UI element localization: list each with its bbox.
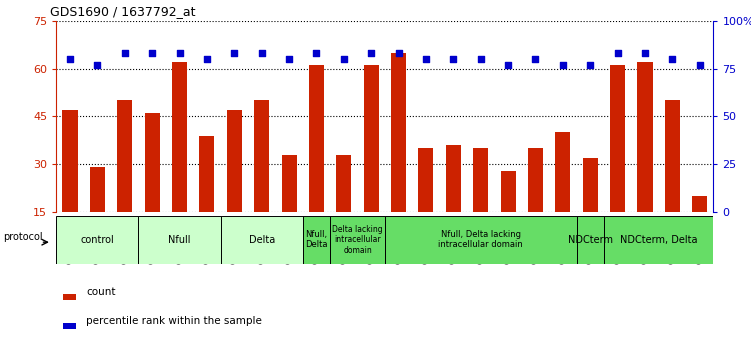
Bar — [303, 216, 330, 264]
Text: GDS1690 / 1637792_at: GDS1690 / 1637792_at — [50, 5, 195, 18]
Point — [420, 56, 432, 62]
Point — [694, 63, 706, 68]
Point — [502, 63, 514, 68]
Bar — [221, 216, 303, 264]
Bar — [117, 100, 132, 260]
Text: count: count — [86, 287, 116, 296]
Bar — [254, 100, 269, 260]
Point — [92, 63, 104, 68]
Bar — [583, 158, 598, 260]
Bar — [391, 53, 406, 260]
Point — [393, 50, 405, 55]
Point — [228, 50, 240, 55]
Point — [173, 50, 185, 55]
Bar — [63, 294, 76, 299]
Bar — [62, 110, 77, 260]
Bar — [473, 148, 488, 260]
Text: Nfull,
Delta: Nfull, Delta — [305, 230, 327, 249]
Bar — [692, 196, 707, 260]
Bar — [199, 136, 215, 260]
Point — [584, 63, 596, 68]
Bar — [638, 62, 653, 260]
Point — [201, 56, 213, 62]
Text: percentile rank within the sample: percentile rank within the sample — [86, 316, 262, 326]
Bar — [138, 216, 221, 264]
Point — [448, 56, 460, 62]
Bar — [418, 148, 433, 260]
Point — [611, 50, 623, 55]
Text: Delta: Delta — [249, 235, 275, 245]
Point — [639, 50, 651, 55]
Point — [283, 56, 295, 62]
Text: Nfull, Delta lacking
intracellular domain: Nfull, Delta lacking intracellular domai… — [439, 230, 523, 249]
Bar — [330, 216, 385, 264]
Point — [119, 50, 131, 55]
Bar — [63, 323, 76, 329]
Bar — [665, 100, 680, 260]
Bar — [227, 110, 242, 260]
Text: NDCterm, Delta: NDCterm, Delta — [620, 235, 698, 245]
Bar — [90, 168, 105, 260]
Bar — [446, 145, 461, 260]
Text: Delta lacking
intracellular
domain: Delta lacking intracellular domain — [332, 225, 383, 255]
Text: NDCterm: NDCterm — [568, 235, 613, 245]
Bar — [172, 62, 187, 260]
Text: Nfull: Nfull — [168, 235, 191, 245]
Text: protocol: protocol — [3, 233, 43, 242]
Bar — [501, 171, 516, 260]
Bar — [145, 113, 160, 260]
Text: control: control — [80, 235, 114, 245]
Point — [146, 50, 158, 55]
Point — [556, 63, 569, 68]
Bar — [282, 155, 297, 260]
Point — [255, 50, 267, 55]
Bar — [385, 216, 577, 264]
Bar — [577, 216, 604, 264]
Bar — [309, 66, 324, 260]
Bar — [604, 216, 713, 264]
Point — [365, 50, 377, 55]
Point — [475, 56, 487, 62]
Bar — [336, 155, 351, 260]
Point — [666, 56, 678, 62]
Point — [64, 56, 76, 62]
Bar — [363, 66, 379, 260]
Point — [310, 50, 322, 55]
Bar — [56, 216, 138, 264]
Point — [529, 56, 541, 62]
Bar — [555, 132, 571, 260]
Bar — [610, 66, 625, 260]
Bar — [528, 148, 543, 260]
Point — [338, 56, 350, 62]
